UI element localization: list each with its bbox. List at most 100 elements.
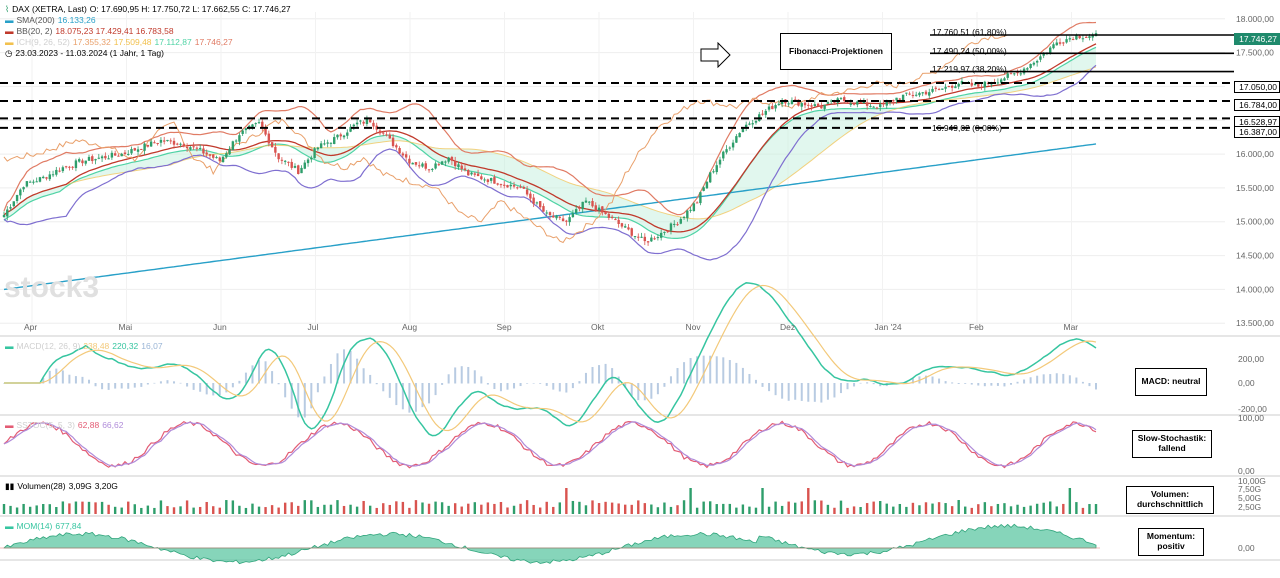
candle-body (509, 184, 512, 187)
fib-level-4: 16.949,02 (0,00%) (932, 123, 1002, 133)
candle-body (159, 139, 163, 143)
candle-body (614, 219, 617, 221)
candle-body (1052, 44, 1055, 49)
macd-histogram-bar (94, 383, 97, 387)
macd-histogram-bar (826, 383, 829, 400)
volume-bar (637, 500, 640, 514)
candle-body (499, 184, 503, 186)
volume-bar (303, 500, 306, 514)
candle-body (215, 157, 218, 159)
candle-body (349, 126, 352, 132)
candle-body (91, 156, 94, 162)
volume-axis-label: 2,50G (1238, 502, 1261, 512)
candle-body (637, 236, 640, 238)
candle-body (6, 209, 9, 217)
macd-histogram-bar (924, 375, 927, 384)
candle-body (355, 122, 359, 125)
macd-histogram-bar (833, 383, 836, 398)
candle-body (143, 143, 146, 151)
macd-histogram-bar (179, 382, 182, 384)
candle-body (937, 89, 941, 91)
candle-body (918, 92, 921, 96)
candle-body (127, 153, 130, 155)
macd-histogram-bar (1095, 383, 1097, 390)
candle-body (48, 174, 51, 180)
volume-bar (905, 506, 908, 514)
candle-body (885, 101, 888, 106)
volume-bar (94, 502, 97, 514)
macd-histogram-bar (166, 380, 169, 384)
candle-body (623, 226, 627, 228)
candle-body (261, 121, 264, 129)
volume-bar (833, 507, 836, 514)
candle-icon: ⌇ (5, 4, 10, 14)
candle-body (751, 123, 754, 125)
macd-histogram-bar (428, 383, 431, 404)
candle-body (999, 79, 1003, 83)
candle-body (735, 136, 738, 143)
macd-histogram-bar (637, 383, 640, 401)
candle-body (1006, 73, 1009, 78)
candle-body (731, 142, 735, 148)
macd-histogram-bar (866, 382, 869, 384)
candle-body (15, 195, 19, 202)
candle-body (633, 236, 637, 238)
volume-value-1: 3,09G (68, 481, 92, 491)
macd-histogram-bar (173, 381, 176, 384)
candle-body (604, 211, 607, 215)
volume-bar (231, 500, 235, 514)
candle-body (594, 205, 597, 211)
macd-histogram-bar (1049, 374, 1052, 384)
macd-histogram-bar (768, 383, 771, 392)
candle-body (679, 219, 682, 224)
candle-body (950, 85, 954, 88)
volume-bar (689, 488, 692, 514)
candle-body (640, 236, 643, 238)
candle-body (74, 160, 78, 169)
bb-label: BB(20, 2) (16, 26, 53, 36)
macd-axis-label: 200,00 (1238, 354, 1264, 364)
legend-sma: ▬ SMA(200) 16.133,26 (5, 15, 99, 25)
macd-histogram-bar (951, 382, 954, 384)
macd-histogram-bar (218, 383, 221, 396)
macd-histogram-bar (1088, 383, 1091, 387)
instrument-label: DAX (XETRA, Last) (12, 4, 87, 14)
candle-body (437, 164, 441, 166)
candle-body (133, 148, 136, 151)
stoch-box-text: Slow-Stochastik: fallend (1137, 433, 1207, 453)
volume-bar (885, 503, 888, 514)
candle-body (179, 143, 182, 145)
candle-body (728, 147, 732, 149)
volume-bar (375, 507, 378, 514)
candle-body (545, 212, 548, 214)
month-label: Mar (1064, 322, 1079, 332)
macd-histogram-bar (1081, 381, 1084, 384)
volume-bar (120, 507, 123, 514)
candle-body (205, 152, 208, 155)
candle-body (807, 104, 810, 106)
volume-bar (244, 507, 248, 514)
macd-histogram-bar (388, 383, 391, 398)
candle-body (879, 104, 882, 108)
macd-histogram-bar (271, 371, 274, 384)
macd-histogram-bar (61, 370, 64, 384)
candle-body (960, 81, 964, 84)
volume-bar (558, 502, 562, 514)
candle-body (627, 227, 630, 230)
volume-bar (970, 507, 973, 514)
candle-body (591, 201, 594, 207)
candle-body (277, 153, 280, 160)
candle-body (646, 241, 650, 243)
macd-histogram-bar (1029, 377, 1032, 384)
candle-body (744, 124, 748, 129)
candle-body (297, 165, 300, 175)
macd-histogram-bar (212, 383, 215, 396)
candle-body (1062, 42, 1065, 44)
candle-body (290, 161, 293, 168)
macd-histogram-bar (231, 383, 234, 388)
volume-bar (597, 503, 601, 514)
candle-body (32, 181, 35, 183)
stoch-legend: ▬ SSTOC(5, 5, 3) 62,88 66,62 (5, 420, 126, 430)
macd-label: MACD(12, 26, 9) (16, 341, 81, 351)
candle-body (398, 148, 401, 154)
